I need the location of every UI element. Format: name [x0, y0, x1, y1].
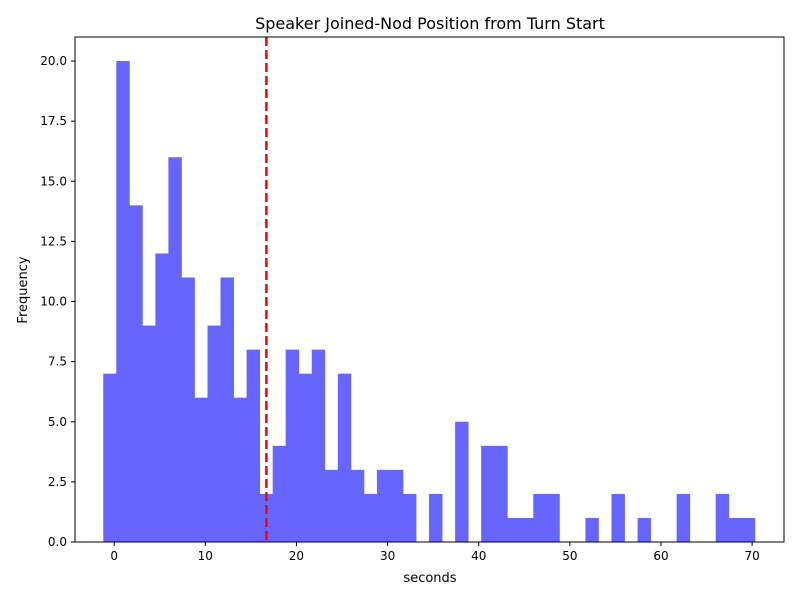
- histogram-bar: [220, 277, 234, 542]
- histogram-bar: [637, 517, 651, 542]
- histogram-bar: [181, 277, 195, 542]
- chart-title: Speaker Joined-Nod Position from Turn St…: [255, 14, 605, 33]
- histogram-bar: [246, 349, 261, 542]
- histogram-bar: [507, 517, 521, 542]
- y-tick-label: 17.5: [40, 114, 67, 128]
- y-tick-label: 0.0: [48, 535, 67, 549]
- histogram-bar: [715, 493, 730, 542]
- histogram-bar: [363, 493, 378, 542]
- histogram-bar: [285, 349, 300, 542]
- histogram-bar: [311, 349, 326, 542]
- histogram-bar: [350, 469, 365, 542]
- x-tick-label: 60: [653, 549, 668, 563]
- y-axis-label: Frequency: [16, 256, 31, 323]
- histogram-bar: [129, 205, 143, 543]
- histogram-bar: [546, 493, 560, 542]
- histogram-bar: [494, 445, 508, 542]
- histogram-bar: [455, 421, 469, 542]
- histogram-bar: [402, 493, 417, 542]
- histogram-bar: [259, 493, 274, 542]
- histogram-bar: [741, 517, 756, 542]
- x-axis-label: seconds: [403, 571, 456, 586]
- x-tick-label: 10: [198, 549, 213, 563]
- histogram-bar: [298, 373, 313, 542]
- y-tick-label: 20.0: [40, 54, 67, 68]
- x-tick-label: 0: [110, 549, 118, 563]
- y-tick-label: 2.5: [48, 475, 67, 489]
- x-tick-label: 20: [289, 549, 304, 563]
- histogram-bar: [272, 445, 287, 542]
- y-tick-label: 12.5: [40, 234, 67, 248]
- histogram-bar: [116, 61, 130, 543]
- histogram-bar: [142, 325, 156, 542]
- histogram-bar: [611, 493, 625, 542]
- x-tick-label: 50: [562, 549, 577, 563]
- y-ticks-group: 0.0 2.5 5.0 7.5 10.0 12.5 15.0 17.5 20.0: [40, 54, 75, 549]
- histogram-bar: [376, 469, 391, 542]
- histogram-bar: [337, 373, 352, 542]
- y-tick-label: 7.5: [48, 355, 67, 369]
- histogram-bar: [429, 493, 443, 542]
- y-tick-label: 10.0: [40, 295, 67, 309]
- histogram-bar: [207, 325, 221, 542]
- x-tick-label: 40: [471, 549, 486, 563]
- histogram-bar: [103, 373, 117, 542]
- y-tick-label: 15.0: [40, 174, 67, 188]
- bars-group: [103, 61, 756, 543]
- x-ticks-group: 0 10 20 30 40 50 60 70: [110, 542, 760, 563]
- histogram-bar: [481, 445, 495, 542]
- histogram-bar: [389, 469, 404, 542]
- y-tick-label: 5.0: [48, 415, 67, 429]
- plot-frame: [74, 36, 785, 543]
- histogram-bar: [533, 493, 547, 542]
- histogram-bar: [676, 493, 691, 542]
- histogram-bar: [194, 397, 208, 542]
- histogram-bar: [520, 517, 534, 542]
- histogram-bar: [168, 157, 182, 542]
- histogram-bar: [585, 517, 599, 542]
- histogram-bar: [155, 253, 169, 542]
- histogram-bar: [728, 517, 743, 542]
- x-tick-label: 30: [380, 549, 395, 563]
- histogram-bar: [324, 469, 339, 542]
- x-tick-label: 70: [744, 549, 759, 563]
- histogram-bar: [233, 397, 247, 542]
